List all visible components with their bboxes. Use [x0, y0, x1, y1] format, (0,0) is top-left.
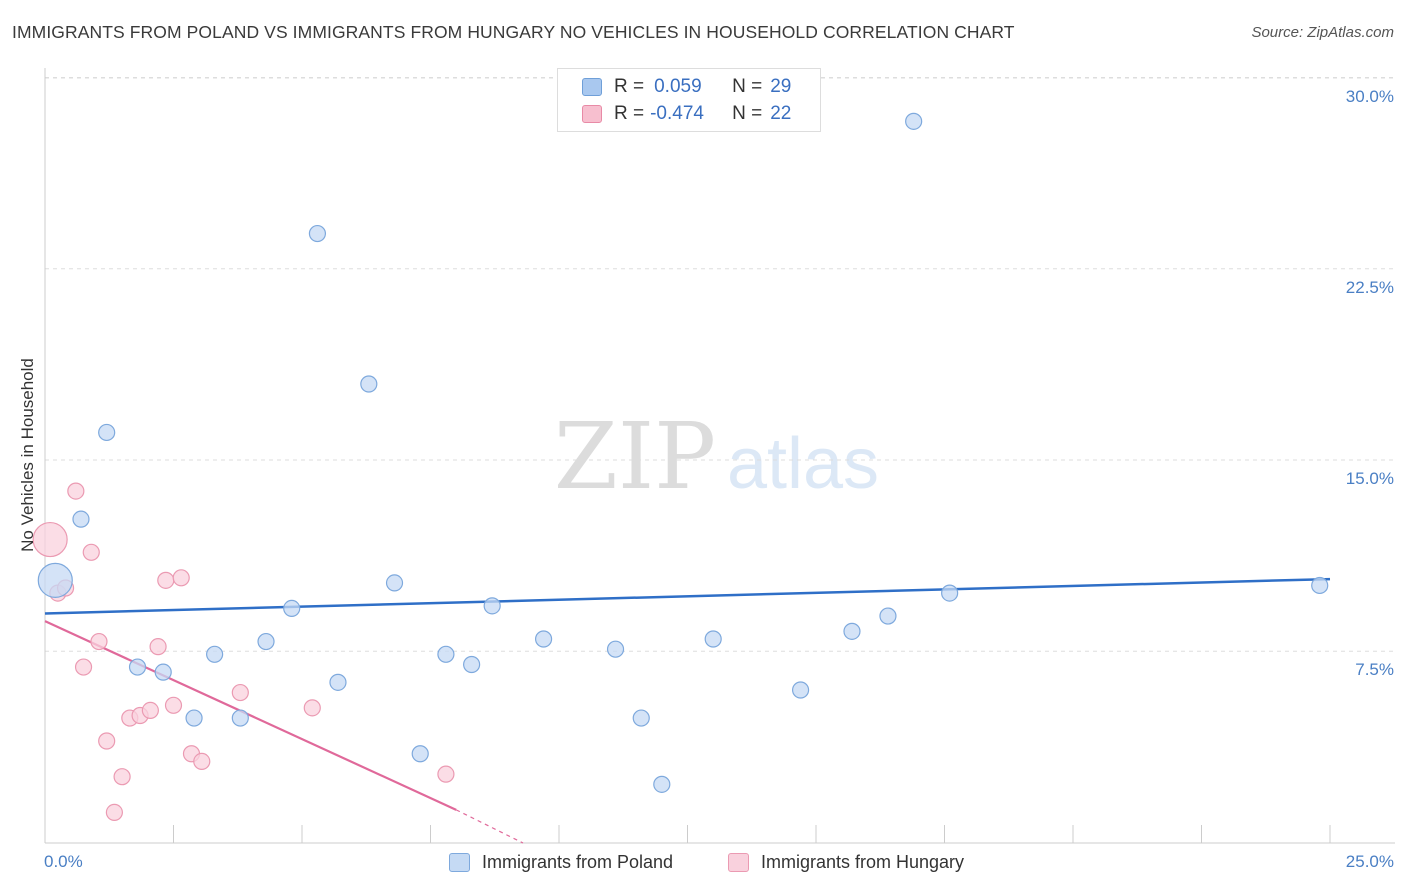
poland-point — [632, 709, 650, 727]
hungary-point — [303, 699, 321, 717]
poland-point — [360, 375, 378, 393]
hungary-point — [67, 482, 85, 500]
watermark: ZIP atlas — [554, 403, 879, 510]
poland-point — [98, 423, 116, 442]
n-value: 22 — [770, 103, 792, 124]
hungary-swatch — [582, 105, 602, 123]
r-value: 0.059 — [654, 76, 702, 97]
correlation-legend: R = 0.059 N = 29 R = -0.474 N = 22 — [557, 68, 821, 132]
x-tick-label: 0.0% — [44, 852, 83, 871]
hungary-point — [231, 683, 249, 702]
poland-point — [411, 745, 429, 763]
poland-point — [72, 510, 90, 528]
y-tick-label: 30.0% — [1345, 87, 1394, 106]
r-value: -0.474 — [650, 103, 704, 124]
hungary-point — [113, 768, 131, 786]
poland-point — [483, 597, 501, 615]
poland-point — [385, 574, 404, 592]
poland-point — [905, 112, 923, 130]
legend-item-poland[interactable]: Immigrants from Poland — [449, 852, 673, 873]
poland-point — [206, 645, 224, 663]
hungary-point — [164, 696, 183, 714]
poland-point — [653, 775, 671, 793]
hungary-point — [82, 543, 100, 561]
poland-point — [154, 663, 172, 681]
source-label: Source: ZipAtlas.com — [1251, 24, 1394, 41]
poland-point — [308, 224, 327, 243]
chart-title: IMMIGRANTS FROM POLAND VS IMMIGRANTS FRO… — [12, 22, 1015, 42]
hungary-legend-label: Immigrants from Hungary — [761, 852, 965, 872]
hungary-legend-swatch — [728, 853, 749, 872]
hungary-point — [157, 571, 175, 589]
n-label: N = — [732, 76, 763, 97]
poland-point — [941, 584, 959, 602]
r-label: R = — [614, 103, 645, 124]
hungary-point — [74, 658, 93, 676]
y-tick-label: 15.0% — [1345, 469, 1394, 488]
y-axis-label: No Vehicles in Household — [18, 358, 37, 552]
poland-point — [606, 640, 625, 658]
poland-trend-line — [44, 577, 1331, 615]
x-tick-label: 25.0% — [1345, 852, 1394, 871]
hungary-point — [98, 732, 116, 750]
legend-row-hungary: R = -0.474 N = 22 — [582, 102, 791, 126]
poland-point — [534, 630, 553, 648]
poland-point — [283, 599, 301, 618]
poland-point — [329, 673, 347, 691]
poland-point — [704, 630, 722, 648]
legend-row-poland: R = 0.059 N = 29 — [582, 75, 791, 99]
hungary-point — [193, 752, 211, 771]
poland-point — [185, 709, 203, 727]
hungary-point — [437, 765, 455, 783]
hungary-point — [149, 638, 167, 656]
poland-legend-label: Immigrants from Poland — [482, 852, 674, 872]
watermark-atlas: atlas — [727, 424, 879, 504]
poland-point — [37, 562, 73, 598]
hungary-trend-extension — [455, 809, 524, 844]
poland-point — [128, 658, 147, 676]
r-label: R = — [614, 76, 645, 97]
n-value: 29 — [770, 76, 792, 97]
hungary-point — [172, 569, 190, 587]
hungary-point — [105, 803, 123, 822]
poland-swatch — [582, 78, 602, 96]
poland-point — [843, 622, 861, 640]
y-tick-label: 22.5% — [1345, 278, 1394, 297]
poland-point — [463, 655, 481, 674]
hungary-point — [32, 521, 68, 558]
poland-point — [231, 709, 249, 727]
legend-item-hungary[interactable]: Immigrants from Hungary — [728, 852, 964, 873]
poland-point — [257, 632, 275, 651]
y-tick-label: 7.5% — [1355, 660, 1394, 679]
poland-point — [1311, 576, 1329, 595]
hungary-trend-line — [44, 620, 457, 811]
poland-point — [879, 607, 897, 625]
watermark-zip: ZIP — [554, 403, 716, 510]
poland-legend-swatch — [449, 853, 470, 872]
hungary-point — [90, 632, 108, 651]
poland-point — [791, 681, 810, 699]
hungary-point — [141, 701, 159, 720]
n-label: N = — [732, 103, 763, 124]
poland-point — [437, 645, 455, 663]
